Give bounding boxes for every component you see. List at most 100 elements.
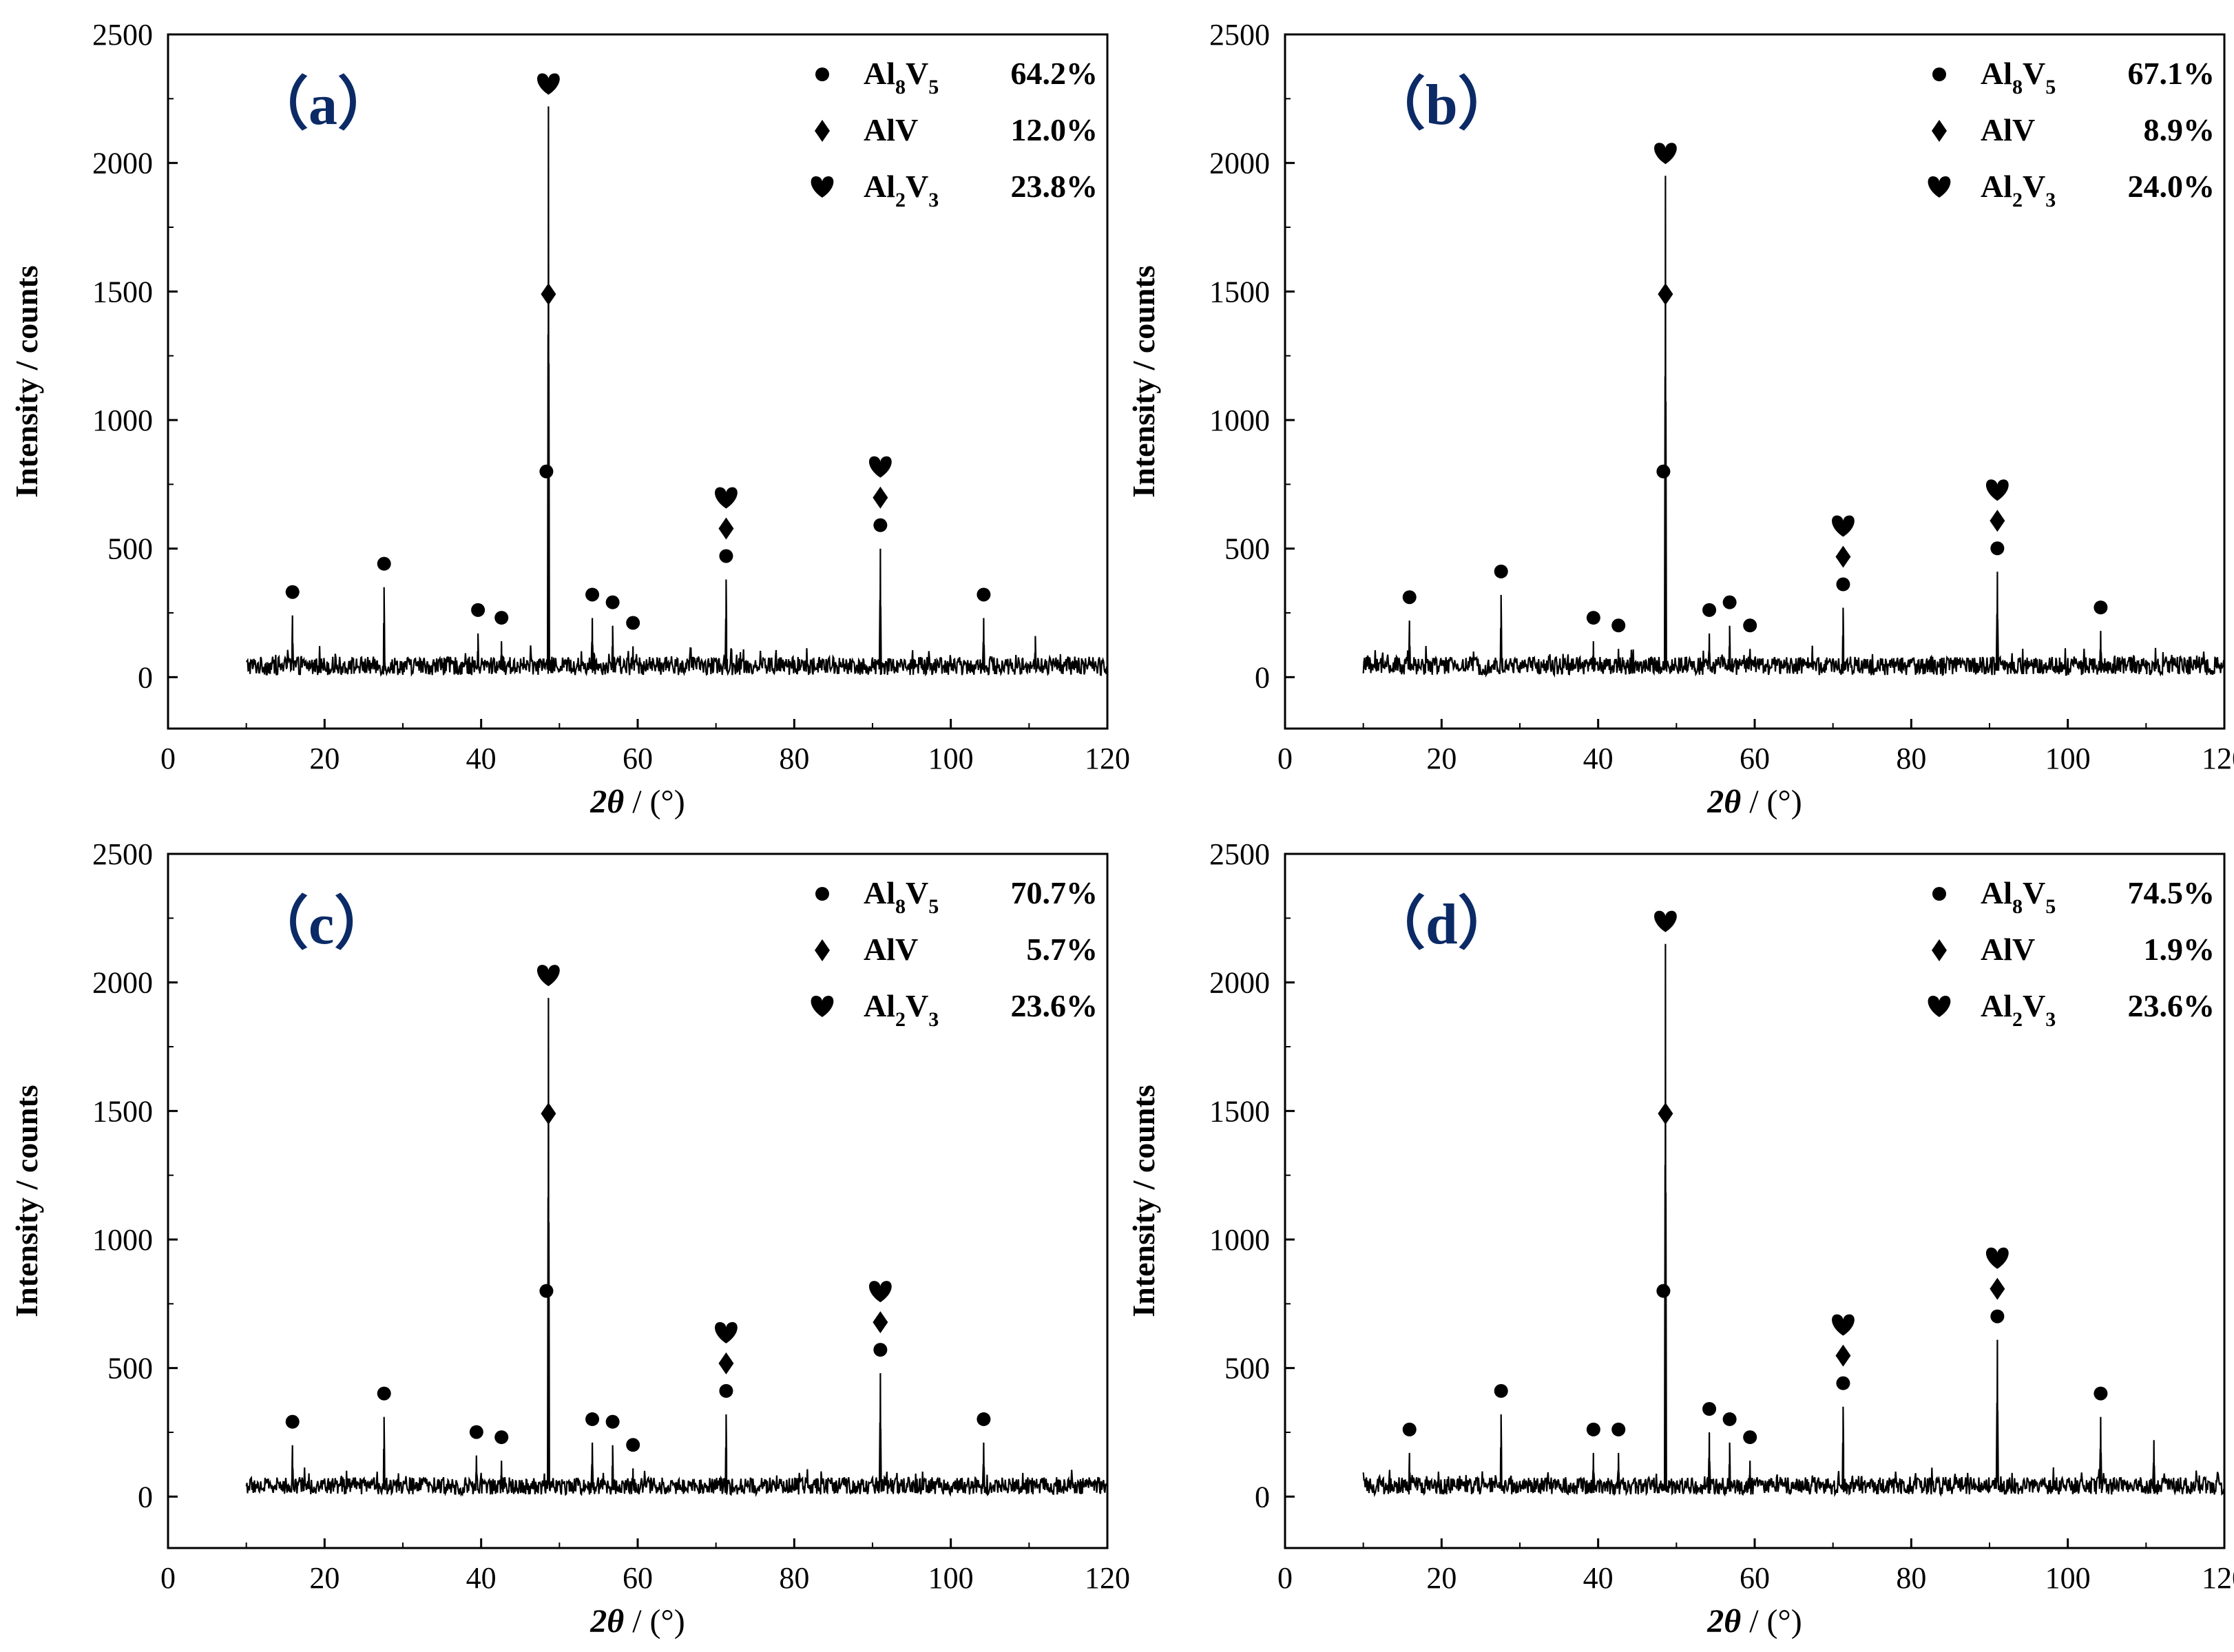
- legend-percent: 23.6%: [1011, 988, 1098, 1023]
- peak-heart-marker: [537, 965, 560, 987]
- peak-heart-marker: [1832, 515, 1855, 537]
- peak-circle-marker: [873, 1343, 888, 1357]
- legend-circle-marker: [1932, 887, 1946, 901]
- legend-circle-marker: [1932, 67, 1946, 81]
- x-tick-label: 20: [1426, 742, 1457, 775]
- x-tick-label: 40: [1583, 1561, 1614, 1595]
- x-tick-label: 100: [928, 742, 974, 775]
- x-tick-label: 60: [623, 1561, 653, 1595]
- legend-phase-base: AlV: [1981, 932, 2035, 967]
- legend-percent: 1.9%: [2144, 932, 2215, 967]
- legend-phase-label: AlV: [1981, 932, 2035, 967]
- peak-circle-marker: [2094, 1386, 2108, 1401]
- peak-circle-marker: [1586, 611, 1600, 625]
- y-tick-label: 1000: [92, 1223, 153, 1257]
- legend-phase-mid: V: [906, 988, 928, 1023]
- x-tick-label: 120: [1085, 1561, 1130, 1595]
- peak-circle-marker: [719, 1383, 733, 1398]
- legend-phase-base: AlV: [1981, 112, 2035, 147]
- peak-circle-marker: [585, 1412, 600, 1426]
- peak-diamond-marker: [1835, 1344, 1851, 1367]
- peak-circle-marker: [539, 464, 554, 479]
- legend-phase-mid: V: [2023, 56, 2045, 91]
- legend-phase-mid: V: [906, 56, 928, 91]
- legend-percent: 5.7%: [1027, 932, 1098, 967]
- peak-circle-marker: [605, 1414, 620, 1429]
- peak-diamond-marker: [541, 1102, 556, 1125]
- legend-phase-sub2: 5: [928, 895, 939, 918]
- peak-circle-marker: [1702, 1402, 1717, 1416]
- legend-percent: 8.9%: [2144, 112, 2215, 147]
- legend-phase-sub1: 2: [2012, 1008, 2023, 1031]
- x-tick-label: 20: [1426, 1561, 1457, 1595]
- legend-heart-marker: [811, 996, 834, 1017]
- legend-phase-label: Al2V3: [1981, 988, 2056, 1031]
- y-tick-label: 500: [107, 1352, 153, 1386]
- y-tick-label: 2000: [92, 966, 153, 1000]
- panel-label: （a）: [251, 73, 395, 137]
- peak-diamond-marker: [873, 486, 888, 509]
- x-axis-label-symbol: 2θ: [1706, 1603, 1741, 1640]
- xrd-trace: [1362, 943, 2226, 1498]
- legend-percent: 74.5%: [2128, 875, 2215, 910]
- peak-diamond-marker: [541, 283, 556, 306]
- peak-circle-marker: [1402, 1422, 1417, 1436]
- peak-circle-marker: [377, 1386, 391, 1401]
- legend-phase-label: Al8V5: [864, 875, 939, 918]
- legend-phase-base: Al: [864, 988, 895, 1023]
- peak-circle-marker: [494, 1430, 509, 1445]
- legend-circle-marker: [815, 67, 829, 81]
- y-tick-label: 2000: [92, 147, 153, 180]
- legend-circle-marker: [815, 887, 829, 901]
- y-tick-label: 2500: [92, 837, 153, 871]
- xrd-panel-b: 0 20 40 60 80 100 120 0 500 1000 1500 2000 2500 2θ / …: [1126, 18, 2234, 820]
- peak-circle-marker: [873, 518, 888, 532]
- legend-phase-mid: V: [906, 169, 928, 204]
- legend-phase-label: AlV: [864, 932, 918, 967]
- legend-phase-sub1: 8: [2012, 895, 2023, 918]
- y-tick-label: 500: [1224, 532, 1270, 566]
- peak-circle-marker: [1702, 603, 1717, 617]
- x-axis-label-symbol: 2θ: [589, 784, 624, 820]
- x-tick-label: 120: [1085, 742, 1130, 775]
- peak-heart-marker: [1654, 910, 1677, 932]
- panel-label: （b）: [1368, 73, 1516, 137]
- x-tick-label: 60: [1740, 1561, 1770, 1595]
- y-tick-label: 1000: [1209, 404, 1270, 437]
- legend-phase-base: Al: [864, 875, 895, 910]
- y-tick-label: 0: [1255, 660, 1270, 694]
- x-axis-label-symbol: 2θ: [1706, 784, 1741, 820]
- legend-percent: 23.8%: [1011, 169, 1098, 204]
- legend-phase-mid: V: [2023, 988, 2045, 1023]
- y-tick-label: 1500: [92, 275, 153, 309]
- y-tick-label: 1500: [1209, 275, 1270, 309]
- legend-phase-sub2: 3: [2045, 1008, 2056, 1031]
- peak-circle-marker: [1743, 1430, 1757, 1445]
- y-tick-label: 0: [1255, 1480, 1270, 1514]
- peak-circle-marker: [1494, 1383, 1508, 1398]
- y-tick-label: 2000: [1209, 147, 1270, 180]
- peak-diamond-marker: [1835, 545, 1851, 568]
- legend-heart-marker: [811, 176, 834, 198]
- peak-diamond-marker: [1658, 283, 1673, 306]
- legend-phase-base: Al: [1981, 988, 2012, 1023]
- peak-circle-marker: [1402, 590, 1417, 605]
- legend-phase-label: Al8V5: [1981, 56, 2056, 98]
- legend-phase-sub2: 3: [2045, 189, 2056, 211]
- peak-circle-marker: [469, 1425, 483, 1439]
- legend-phase-base: Al: [1981, 169, 2012, 204]
- peak-heart-marker: [1654, 143, 1677, 165]
- peak-circle-marker: [1990, 1309, 2005, 1324]
- y-tick-label: 1000: [1209, 1223, 1270, 1257]
- peak-heart-marker: [1985, 1247, 2009, 1269]
- x-axis-label: 2θ / (°): [1706, 1603, 1802, 1640]
- x-tick-label: 100: [2045, 742, 2091, 775]
- x-tick-label: 100: [2045, 1561, 2091, 1595]
- peak-diamond-marker: [1990, 510, 2005, 532]
- legend-diamond-marker: [815, 120, 830, 142]
- peak-heart-marker: [1985, 479, 2009, 501]
- peak-circle-marker: [1836, 577, 1850, 592]
- panel-label: （d）: [1368, 892, 1516, 956]
- xrd-panel-a: 0 20 40 60 80 100 120 0 500 1000 1500 2000 2500 2θ / …: [9, 18, 1130, 820]
